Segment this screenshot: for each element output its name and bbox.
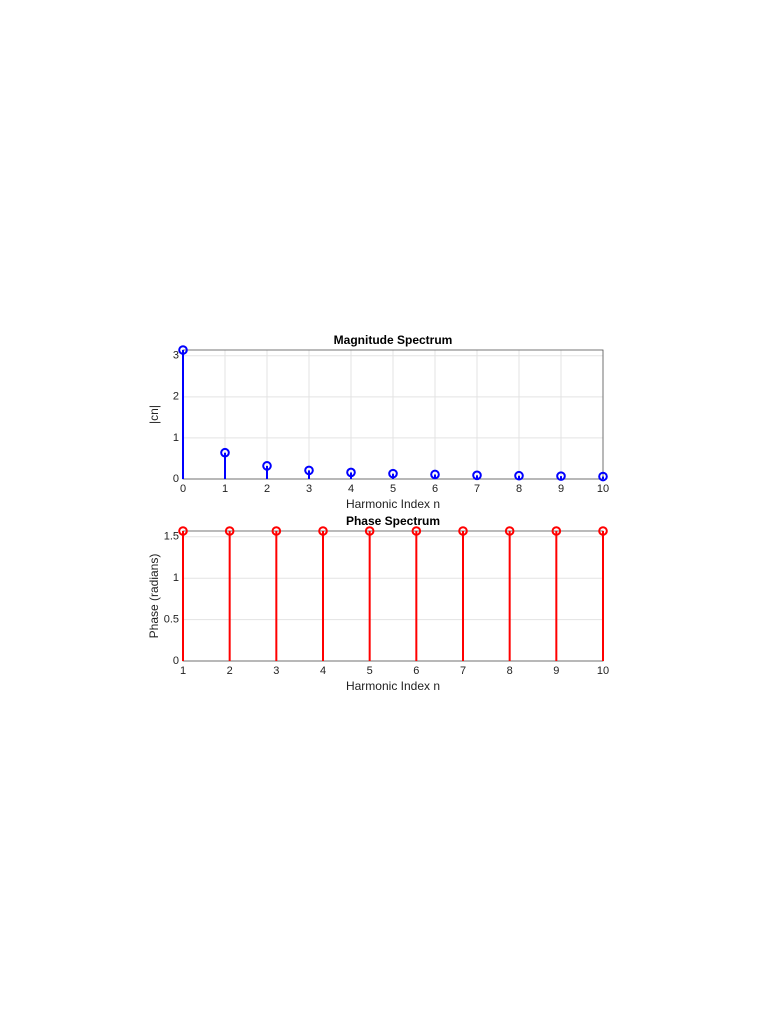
x-tick-label: 8 xyxy=(507,665,513,677)
stem-marker xyxy=(262,461,272,471)
stem-marker xyxy=(178,526,188,536)
stem-marker xyxy=(364,526,375,536)
x-tick-label: 10 xyxy=(597,665,609,677)
y-tick-label: 1 xyxy=(173,572,179,584)
x-tick-label: 4 xyxy=(348,483,354,495)
y-tick-label: 2 xyxy=(173,391,179,403)
stem-marker xyxy=(514,470,524,481)
stem-marker xyxy=(598,526,608,536)
stem-marker xyxy=(411,526,422,536)
y-axis-label: Phase (radians) xyxy=(147,554,161,639)
stem-marker xyxy=(551,526,562,536)
stem-marker xyxy=(271,526,282,536)
stem-marker xyxy=(304,465,314,476)
y-tick-label: 1 xyxy=(173,432,179,444)
x-tick-label: 5 xyxy=(390,483,396,495)
x-tick-label: 6 xyxy=(413,665,419,677)
stem-marker xyxy=(472,470,482,481)
x-tick-label: 7 xyxy=(460,665,466,677)
y-axis-label: |cn| xyxy=(147,405,161,424)
chart-title: Magnitude Spectrum xyxy=(334,333,453,347)
stem-marker xyxy=(598,471,608,482)
y-tick-label: 0.5 xyxy=(164,614,179,626)
x-tick-label: 1 xyxy=(222,483,228,495)
x-tick-label: 2 xyxy=(227,665,233,677)
axes-frame xyxy=(182,530,604,662)
x-tick-label: 3 xyxy=(273,665,279,677)
x-tick-label: 9 xyxy=(558,483,564,495)
chart-title: Phase Spectrum xyxy=(346,514,440,528)
stem-marker xyxy=(556,471,566,481)
x-tick-label: 10 xyxy=(597,483,609,495)
x-tick-label: 6 xyxy=(432,483,438,495)
x-axis-label: Harmonic Index n xyxy=(346,497,440,511)
stem-marker xyxy=(346,467,356,478)
x-tick-label: 0 xyxy=(180,483,186,495)
y-tick-label: 0 xyxy=(173,655,179,667)
stem-marker xyxy=(388,468,398,479)
stem-marker xyxy=(224,526,235,536)
stem-marker xyxy=(318,526,328,536)
x-tick-label: 4 xyxy=(320,665,326,677)
x-tick-label: 3 xyxy=(306,483,312,495)
x-tick-label: 9 xyxy=(553,665,559,677)
x-tick-label: 8 xyxy=(516,483,522,495)
x-tick-label: 2 xyxy=(264,483,270,495)
x-tick-label: 5 xyxy=(367,665,373,677)
x-tick-label: 7 xyxy=(474,483,480,495)
stem-marker xyxy=(430,469,440,480)
y-tick-label: 0 xyxy=(173,473,179,485)
stem-marker xyxy=(504,526,515,536)
stem-marker xyxy=(458,526,468,536)
x-axis-label: Harmonic Index n xyxy=(346,679,440,693)
y-tick-label: 1.5 xyxy=(164,531,179,543)
stem-marker xyxy=(178,345,188,355)
y-tick-label: 3 xyxy=(173,350,179,362)
stem-marker xyxy=(220,447,230,458)
x-tick-label: 1 xyxy=(180,665,186,677)
